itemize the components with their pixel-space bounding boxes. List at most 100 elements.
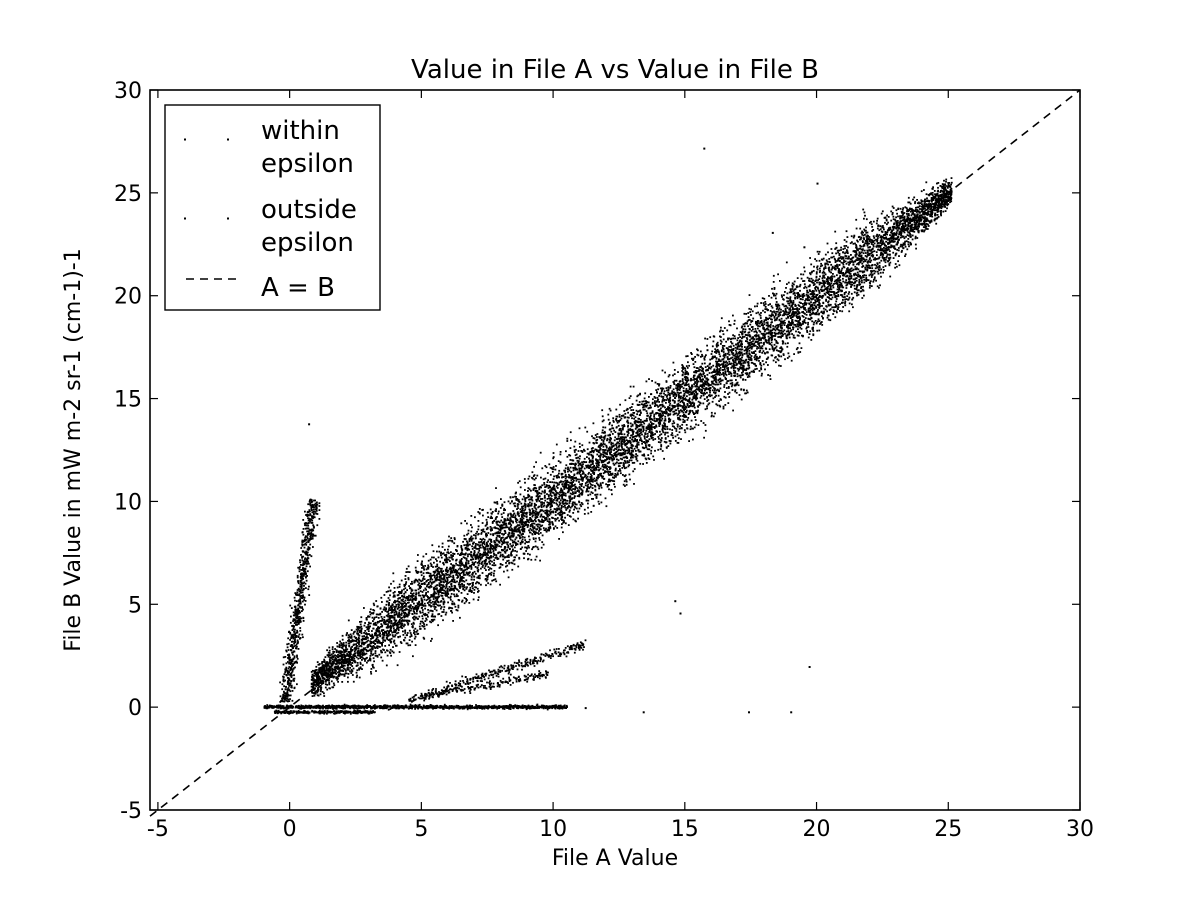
data-point xyxy=(729,349,732,352)
data-point xyxy=(896,243,899,246)
data-point xyxy=(730,357,732,360)
data-point xyxy=(340,669,343,672)
data-point xyxy=(736,355,739,357)
data-point xyxy=(514,502,516,505)
data-point xyxy=(355,640,358,642)
data-point xyxy=(887,227,890,230)
data-point xyxy=(567,506,569,508)
data-point xyxy=(421,609,424,611)
data-point xyxy=(762,302,765,304)
data-point xyxy=(791,308,794,311)
data-point xyxy=(549,525,552,528)
data-point xyxy=(378,630,381,633)
data-point xyxy=(582,463,584,466)
data-point xyxy=(696,348,698,351)
data-point xyxy=(872,258,875,261)
data-point xyxy=(522,505,525,508)
data-point xyxy=(907,201,910,204)
data-point xyxy=(512,529,515,531)
data-point xyxy=(385,664,388,667)
data-point xyxy=(493,562,495,564)
data-point xyxy=(909,234,912,236)
data-point xyxy=(325,667,328,670)
data-point xyxy=(714,396,716,398)
data-point xyxy=(722,369,724,371)
data-point xyxy=(619,454,622,457)
data-point xyxy=(425,580,428,583)
data-point xyxy=(816,266,818,269)
data-point xyxy=(638,450,641,453)
data-point xyxy=(819,265,822,268)
data-point xyxy=(378,653,381,656)
data-point xyxy=(373,646,376,648)
data-point xyxy=(747,354,749,357)
data-point xyxy=(349,666,351,669)
data-point xyxy=(565,450,567,453)
data-point xyxy=(733,319,736,322)
data-point xyxy=(487,540,489,543)
data-point xyxy=(856,257,859,259)
data-point xyxy=(372,657,375,660)
data-point xyxy=(726,362,729,364)
data-point xyxy=(351,645,353,648)
data-point xyxy=(870,223,873,226)
data-point xyxy=(535,508,538,511)
data-point xyxy=(593,449,595,452)
data-point xyxy=(603,432,605,434)
data-point xyxy=(426,595,428,597)
data-point xyxy=(404,632,407,634)
data-point xyxy=(859,252,862,255)
data-point xyxy=(588,480,590,483)
data-point xyxy=(564,492,567,495)
data-point xyxy=(803,307,805,310)
data-point xyxy=(879,242,882,244)
data-point xyxy=(426,585,428,588)
data-point xyxy=(463,597,466,599)
data-point xyxy=(651,426,653,429)
data-point xyxy=(847,277,850,279)
data-point xyxy=(715,360,717,363)
data-point xyxy=(747,316,750,318)
data-point xyxy=(903,216,906,219)
data-point xyxy=(643,403,646,405)
data-point xyxy=(748,349,751,352)
data-point xyxy=(579,503,582,506)
data-point xyxy=(867,235,869,237)
data-point xyxy=(415,593,418,596)
data-point xyxy=(669,394,671,397)
data-point xyxy=(480,567,482,570)
data-point xyxy=(842,277,844,280)
data-point xyxy=(459,583,462,586)
data-point xyxy=(434,565,437,568)
data-point xyxy=(608,447,610,450)
data-point xyxy=(818,271,821,274)
data-point xyxy=(462,572,465,575)
data-point xyxy=(626,416,629,419)
data-point xyxy=(817,320,819,323)
data-point xyxy=(673,425,675,428)
data-point xyxy=(406,632,409,634)
data-point xyxy=(456,580,458,583)
data-point xyxy=(429,580,432,583)
data-point xyxy=(459,552,462,555)
data-point xyxy=(417,588,420,591)
data-point xyxy=(845,291,847,294)
data-point xyxy=(336,671,339,674)
data-point xyxy=(748,307,751,310)
data-point xyxy=(707,403,710,406)
data-point xyxy=(545,530,548,533)
data-point xyxy=(873,277,876,280)
data-point xyxy=(543,520,545,522)
data-point xyxy=(362,637,364,640)
data-point xyxy=(912,216,915,219)
data-point xyxy=(702,382,705,384)
data-point xyxy=(390,605,392,608)
data-point xyxy=(421,620,424,623)
data-point xyxy=(609,409,612,412)
data-point xyxy=(317,671,319,674)
data-point xyxy=(893,240,896,243)
data-point xyxy=(836,288,839,291)
data-point xyxy=(528,538,531,541)
data-point xyxy=(919,216,922,219)
data-point xyxy=(484,559,487,561)
